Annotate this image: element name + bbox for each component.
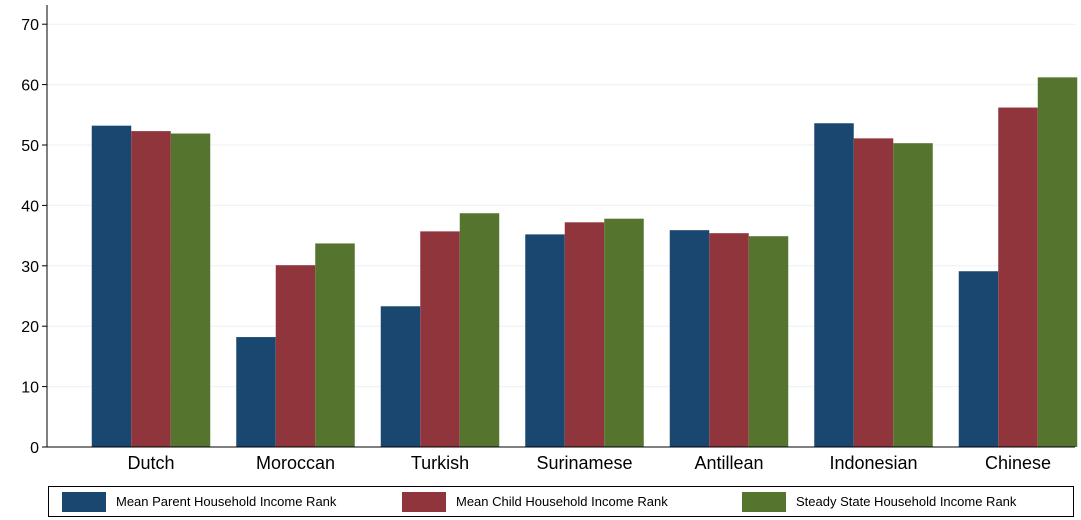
legend-label-child: Mean Child Household Income Rank [456, 494, 668, 509]
bar-chart: 0 10 20 30 40 50 60 70 Dutch Moroccan Turkish Surin… [21, 5, 1078, 473]
bar-turkish-series-2 [459, 213, 500, 447]
bar-chinese-series-0 [958, 271, 999, 447]
bar-antillean-series-2 [748, 236, 789, 447]
bar-indonesian-series-2 [893, 143, 933, 448]
y-tick-label: 60 [21, 78, 39, 95]
x-category-label: Chinese [985, 453, 1051, 473]
legend-swatch-child [402, 491, 446, 512]
bar-moroccan-series-0 [236, 337, 276, 447]
bar-surinamese-series-0 [525, 234, 565, 447]
bar-moroccan-series-2 [315, 243, 355, 447]
axes: 0 10 20 30 40 50 60 70 Dutch Moroccan Turkish Surin… [21, 5, 1075, 473]
x-category-label: Indonesian [829, 453, 917, 473]
bar-surinamese-series-1 [564, 222, 605, 447]
bar-antillean-series-0 [669, 230, 710, 447]
legend-label-parent: Mean Parent Household Income Rank [116, 494, 337, 509]
bar-indonesian-series-1 [853, 138, 894, 447]
bar-dutch-series-0 [91, 125, 132, 447]
bar-indonesian-series-0 [814, 123, 854, 448]
y-tick-label: 50 [21, 138, 39, 155]
bar-dutch-series-1 [131, 131, 171, 447]
legend: Mean Parent Household Income Rank Mean C… [48, 486, 1074, 517]
y-tick-label: 70 [21, 17, 39, 34]
bar-turkish-series-0 [380, 306, 421, 447]
x-category-label: Dutch [127, 453, 174, 473]
legend-item-steady: Steady State Household Income Rank [729, 487, 1069, 516]
legend-swatch-parent [62, 491, 106, 512]
bars [91, 77, 1078, 448]
y-tick-label: 0 [30, 440, 39, 457]
bar-surinamese-series-2 [604, 218, 644, 447]
y-tick-label: 20 [21, 319, 39, 336]
y-tick-label: 30 [21, 259, 39, 276]
y-tick-label: 40 [21, 198, 39, 215]
legend-item-parent: Mean Parent Household Income Rank [49, 487, 389, 516]
bar-moroccan-series-1 [275, 265, 316, 447]
legend-item-child: Mean Child Household Income Rank [389, 487, 729, 516]
y-tick-label: 10 [21, 380, 39, 397]
x-category-label: Moroccan [256, 453, 335, 473]
bar-turkish-series-1 [420, 231, 460, 447]
x-category-label: Turkish [411, 453, 469, 473]
legend-label-steady: Steady State Household Income Rank [796, 494, 1017, 509]
bar-chinese-series-1 [998, 107, 1038, 447]
bar-chinese-series-2 [1037, 77, 1078, 448]
bar-dutch-series-2 [170, 133, 211, 448]
bar-antillean-series-1 [709, 233, 749, 447]
legend-swatch-steady [742, 491, 786, 512]
x-category-label: Antillean [694, 453, 763, 473]
x-category-label: Surinamese [536, 453, 632, 473]
